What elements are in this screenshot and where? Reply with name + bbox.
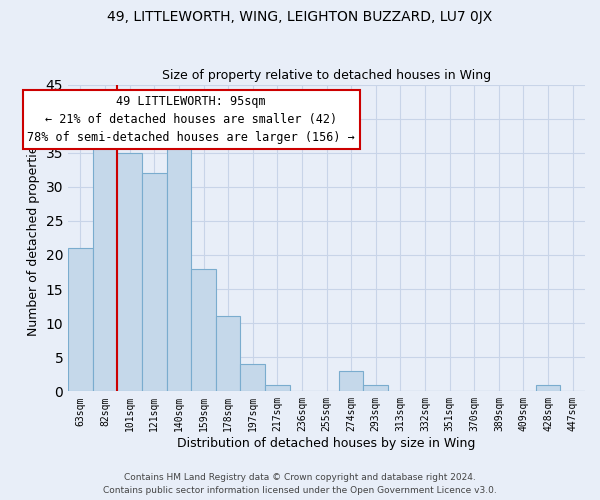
Bar (68, 248, 93, 392)
Y-axis label: Number of detached properties: Number of detached properties (27, 140, 40, 336)
Bar (191, 268, 216, 392)
Bar (93, 146, 118, 392)
Bar (216, 316, 241, 392)
Bar (167, 139, 191, 392)
Text: Contains HM Land Registry data © Crown copyright and database right 2024.
Contai: Contains HM Land Registry data © Crown c… (103, 474, 497, 495)
Title: Size of property relative to detached houses in Wing: Size of property relative to detached ho… (162, 69, 491, 82)
Bar (142, 173, 167, 392)
Text: 49 LITTLEWORTH: 95sqm
← 21% of detached houses are smaller (42)
78% of semi-deta: 49 LITTLEWORTH: 95sqm ← 21% of detached … (28, 95, 355, 144)
Bar (536, 384, 560, 392)
Bar (364, 384, 388, 392)
Bar (339, 371, 364, 392)
X-axis label: Distribution of detached houses by size in Wing: Distribution of detached houses by size … (178, 437, 476, 450)
Bar (241, 364, 265, 392)
Bar (118, 152, 142, 392)
Text: 49, LITTLEWORTH, WING, LEIGHTON BUZZARD, LU7 0JX: 49, LITTLEWORTH, WING, LEIGHTON BUZZARD,… (107, 10, 493, 24)
Bar (265, 384, 290, 392)
